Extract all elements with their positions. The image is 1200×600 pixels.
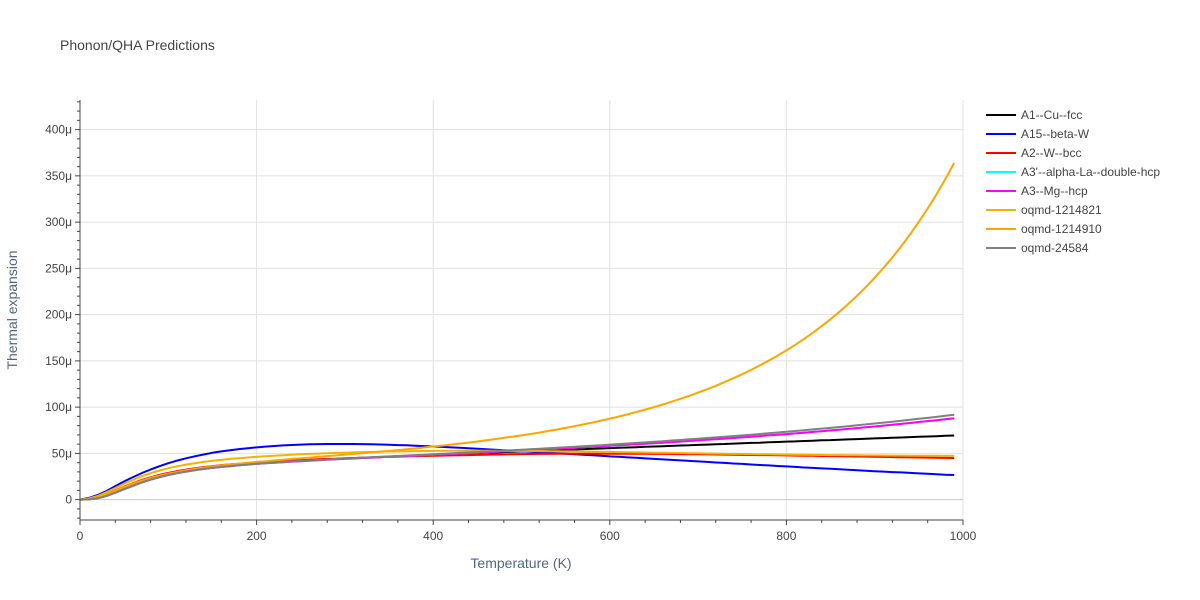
x-tick-label: 1000	[950, 529, 977, 543]
x-tick-label: 600	[600, 529, 620, 543]
legend-item[interactable]: A1--Cu--fcc	[986, 108, 1082, 122]
series-line-A3--Mg--hcp	[79, 417, 955, 501]
legend-label: A3--Mg--hcp	[1021, 184, 1088, 198]
legend-label: A15--beta-W	[1021, 127, 1090, 141]
y-axis-label: Thermal expansion	[4, 250, 20, 369]
legend-item[interactable]: A2--W--bcc	[986, 146, 1081, 160]
series-line-oqmd-1214821	[79, 449, 955, 501]
y-tick-label: 50μ	[52, 446, 72, 460]
y-tick-label: 150μ	[45, 354, 72, 368]
y-tick-label: 0	[65, 493, 72, 507]
x-tick-label: 0	[77, 529, 84, 543]
legend[interactable]: A1--Cu--fcc A15--beta-W A2--W--bcc A3'--alp…	[986, 108, 1160, 255]
series-line-oqmd-1214910	[79, 162, 956, 501]
x-axis-label: Temperature (K)	[470, 555, 571, 571]
x-tick-label: 400	[423, 529, 443, 543]
x-tick-label: 200	[247, 529, 267, 543]
y-tick-label: 100μ	[45, 400, 72, 414]
plot-area	[79, 162, 956, 501]
y-tick-label: 350μ	[45, 169, 72, 183]
y-tick-label: 250μ	[45, 261, 72, 275]
legend-label: A1--Cu--fcc	[1021, 108, 1082, 122]
legend-item[interactable]: oqmd-1214821	[986, 203, 1102, 217]
legend-label: oqmd-1214910	[1021, 222, 1102, 236]
legend-label: A2--W--bcc	[1021, 146, 1081, 160]
y-tick-label: 400μ	[45, 123, 72, 137]
y-tick-label: 300μ	[45, 215, 72, 229]
legend-item[interactable]: A3--Mg--hcp	[986, 184, 1088, 198]
legend-item[interactable]: oqmd-1214910	[986, 222, 1102, 236]
y-tick-label: 200μ	[45, 308, 72, 322]
series-line-oqmd-24584	[79, 413, 955, 501]
chart-title: Phonon/QHA Predictions	[60, 37, 215, 53]
legend-label: oqmd-1214821	[1021, 203, 1102, 217]
legend-label: oqmd-24584	[1021, 241, 1089, 255]
legend-item[interactable]: oqmd-24584	[986, 241, 1089, 255]
axes: 0 50μ 100μ 150μ 200μ 250μ 300μ 350μ 400μ 0 200 400 6…	[45, 100, 977, 543]
grid	[80, 100, 964, 520]
legend-item[interactable]: A15--beta-W	[986, 127, 1090, 141]
x-tick-label: 800	[776, 529, 796, 543]
legend-label: A3'--alpha-La--double-hcp	[1021, 165, 1160, 179]
legend-item[interactable]: A3'--alpha-La--double-hcp	[986, 165, 1160, 179]
